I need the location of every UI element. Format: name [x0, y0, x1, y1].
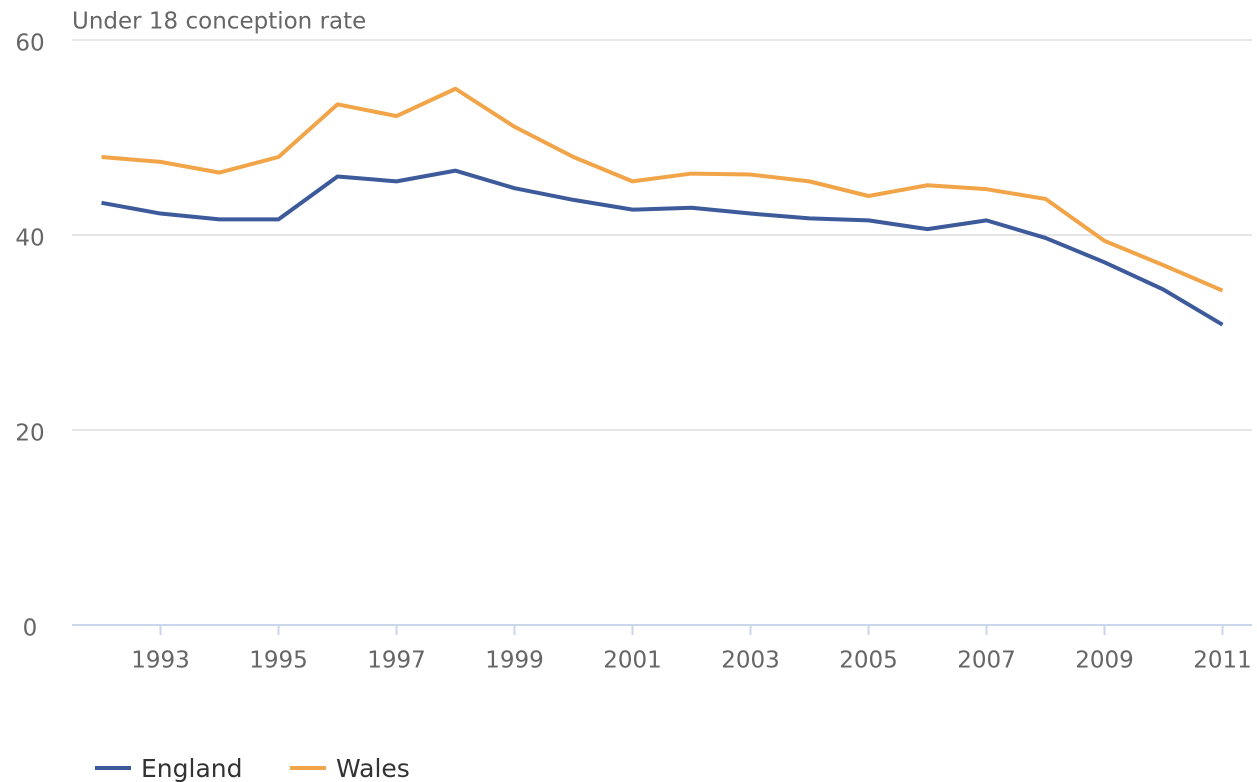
y-tick-label: 40	[15, 226, 44, 252]
x-tick-label: 1993	[131, 648, 190, 674]
x-tick-label: 2007	[957, 648, 1016, 674]
x-tick-label: 2011	[1193, 648, 1252, 674]
x-tick-label: 2003	[721, 648, 780, 674]
x-tick-label: 1997	[367, 648, 426, 674]
chart-title: Under 18 conception rate	[72, 9, 366, 35]
x-tick-label: 1995	[249, 648, 308, 674]
x-tick-label: 2005	[839, 648, 898, 674]
series-line	[101, 86, 1224, 293]
legend-label: Wales	[336, 754, 410, 782]
legend-label: England	[141, 754, 243, 782]
x-tick-label: 2009	[1075, 648, 1134, 674]
y-tick-label: 20	[15, 421, 44, 447]
x-tick-label: 2001	[603, 648, 662, 674]
y-tick-label: 60	[15, 31, 44, 57]
x-tick-label: 1999	[485, 648, 544, 674]
y-tick-label: 0	[23, 616, 38, 642]
series-line	[101, 168, 1224, 327]
